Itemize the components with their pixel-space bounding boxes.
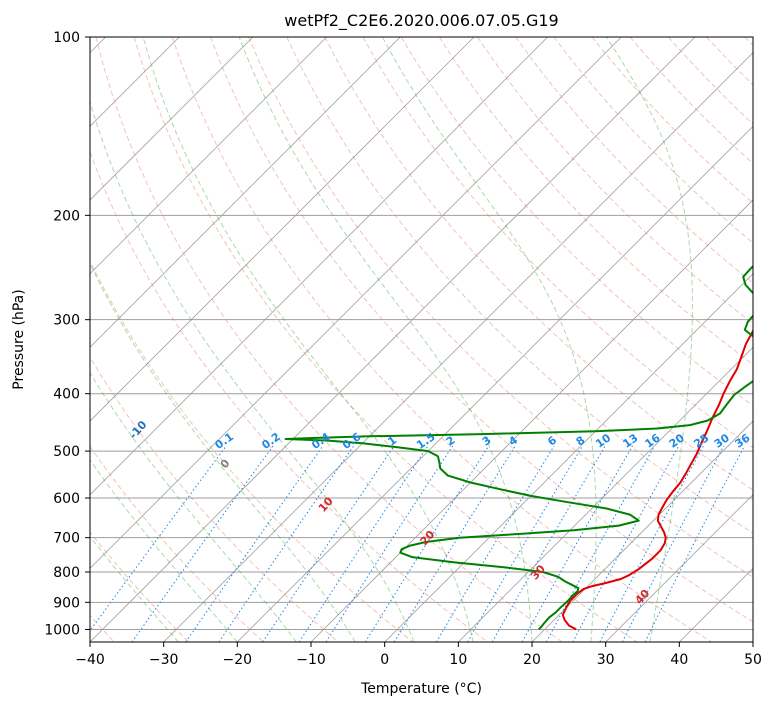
dry-adiabat-line bbox=[90, 445, 264, 642]
dry-adiabat-line bbox=[629, 37, 753, 165]
dry-adiabat-line bbox=[95, 37, 563, 642]
isotherm-line bbox=[458, 346, 753, 642]
mixing-ratio-line bbox=[364, 445, 490, 642]
dry-adiabat-line bbox=[90, 356, 339, 642]
dry-adiabat-line bbox=[438, 37, 753, 366]
isotherm-line bbox=[163, 52, 753, 642]
isotherm-line bbox=[90, 37, 254, 201]
mixing-ratio-line bbox=[298, 445, 429, 642]
mixing-ratio-line bbox=[131, 445, 274, 642]
x-tick-label: −10 bbox=[296, 652, 326, 668]
mixing-ratio-line bbox=[325, 445, 454, 642]
y-tick-label: 700 bbox=[53, 531, 80, 547]
background-lines bbox=[90, 37, 753, 642]
dry-adiabat-line bbox=[286, 37, 753, 534]
x-tick-label: 40 bbox=[670, 652, 688, 668]
y-axis-label: Pressure (hPa) bbox=[11, 289, 27, 389]
axes: −40 −30 −20 −10 0 10 20 30 40 50 100 200 300 400 500 60… bbox=[44, 30, 762, 668]
mixing-ratio-line bbox=[644, 445, 746, 642]
moist-adiabat-line bbox=[142, 37, 474, 642]
dry-adiabat-line bbox=[324, 37, 753, 491]
isotherm-line bbox=[90, 37, 327, 275]
moist-adiabat-line bbox=[90, 371, 297, 642]
x-tick-label: 20 bbox=[523, 652, 541, 668]
mixing-ratio-line bbox=[521, 445, 633, 642]
y-tick-label: 500 bbox=[53, 444, 80, 460]
x-tick-label: 50 bbox=[744, 652, 762, 668]
y-tick-label: 300 bbox=[53, 313, 80, 329]
mixing-ratio-line bbox=[393, 445, 516, 642]
isotherm-line bbox=[90, 37, 401, 348]
dry-adiabat-line bbox=[90, 259, 414, 642]
x-tick-label: −40 bbox=[75, 652, 105, 668]
x-tick-label: 30 bbox=[597, 652, 615, 668]
mixing-ratio-line bbox=[218, 445, 355, 642]
y-tick-label: 400 bbox=[53, 387, 80, 403]
y-tick-label: 1000 bbox=[44, 622, 80, 638]
mixing-ratio-line bbox=[545, 445, 656, 642]
mixing-ratio-line bbox=[435, 445, 555, 642]
dry-adiabat-line bbox=[515, 37, 753, 284]
x-tick-label: −20 bbox=[223, 652, 253, 668]
moist-adiabat-line bbox=[238, 37, 533, 642]
isotherm-line bbox=[531, 420, 753, 642]
dry-adiabat-line bbox=[171, 37, 712, 642]
dry-adiabat-line bbox=[210, 37, 753, 623]
data-series bbox=[284, 264, 753, 631]
moist-adiabat-line bbox=[606, 37, 693, 642]
y-tick-label: 900 bbox=[53, 595, 80, 611]
isotherm-line bbox=[237, 125, 753, 642]
x-tick-label: 0 bbox=[380, 652, 389, 668]
y-tick-label: 100 bbox=[53, 30, 80, 46]
dry-adiabat-line bbox=[248, 37, 753, 578]
isotherm-line bbox=[310, 199, 753, 642]
isotherm-line bbox=[90, 37, 475, 422]
dry-adiabat-line bbox=[133, 37, 638, 642]
moist-adiabat-line bbox=[90, 459, 238, 642]
moist-adiabat-line bbox=[381, 37, 597, 642]
dry-adiabat-line bbox=[400, 37, 753, 407]
moist-adiabat-line bbox=[90, 262, 356, 642]
isotherm-line bbox=[90, 37, 696, 642]
y-tick-label: 200 bbox=[53, 208, 80, 224]
temperature-profile bbox=[561, 328, 753, 631]
isotherm-line bbox=[384, 273, 753, 642]
chart-title: wetPf2_C2E6.2020.006.07.05.G19 bbox=[284, 11, 558, 31]
plot-frame bbox=[89, 36, 754, 643]
y-tick-label: 600 bbox=[53, 491, 80, 507]
dry-adiabat-line bbox=[362, 37, 753, 449]
mixing-ratio-line bbox=[467, 445, 584, 642]
mixing-ratio-line bbox=[621, 445, 725, 642]
x-tick-label: 10 bbox=[449, 652, 467, 668]
dry-adiabat-line bbox=[553, 37, 753, 244]
x-tick-label: −30 bbox=[149, 652, 179, 668]
x-axis-label: Temperature (°C) bbox=[360, 681, 482, 697]
mixing-ratio-line bbox=[262, 445, 395, 642]
isotherm-line bbox=[90, 37, 548, 496]
isotherm-line bbox=[90, 37, 622, 569]
y-tick-label: 800 bbox=[53, 565, 80, 581]
moist-adiabat-line bbox=[90, 535, 179, 642]
moist-adiabat-line bbox=[90, 99, 415, 642]
isotherm-line bbox=[605, 494, 753, 642]
dewpoint-profile bbox=[284, 264, 753, 631]
mixing-ratio-line bbox=[185, 445, 324, 642]
